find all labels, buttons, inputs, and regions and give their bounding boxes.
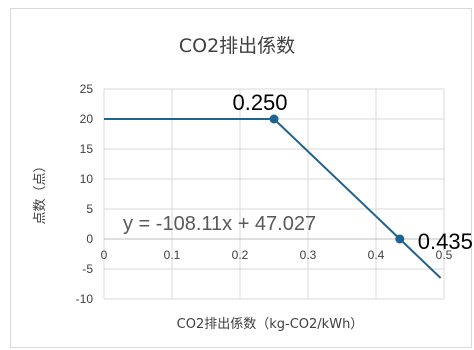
x-tick-label: 0.3 [300,248,317,262]
x-axis-label: CO2排出係数（kg-CO2/kWh） [177,317,364,332]
chart-title: CO2排出係数 [179,35,295,57]
y-tick-label: -10 [76,292,94,306]
data-label: 0.250 [232,90,287,115]
chart-frame [10,8,472,348]
y-tick-label: -5 [82,262,93,276]
series [104,114,442,279]
y-tick-label: 5 [86,202,93,216]
data-marker [395,234,405,244]
x-tick-label: 0.4 [368,248,385,262]
y-tick-label: 25 [80,82,94,96]
y-tick-label: 0 [86,232,93,246]
labels: 0.250 0.435 [232,90,472,254]
x-tick-label: 0.2 [232,248,249,262]
x-tick-label: 0.1 [164,248,181,262]
y-tick-label: 20 [80,112,94,126]
axes: 25 20 15 10 5 0 -5 -10 0 0.1 0.2 0.3 0.4 0.5 [76,82,453,306]
trendline-equation: y = -108.11x + 47.027 [123,213,316,235]
x-tick-label: 0.5 [436,248,453,262]
data-marker [269,114,279,124]
y-tick-label: 15 [80,142,94,156]
series-line [104,118,442,279]
x-tick-label: 0 [101,248,108,262]
y-tick-label: 10 [80,172,94,186]
data-label: 0.435 [418,229,473,254]
y-axis-label: 点数（点） [33,159,48,224]
